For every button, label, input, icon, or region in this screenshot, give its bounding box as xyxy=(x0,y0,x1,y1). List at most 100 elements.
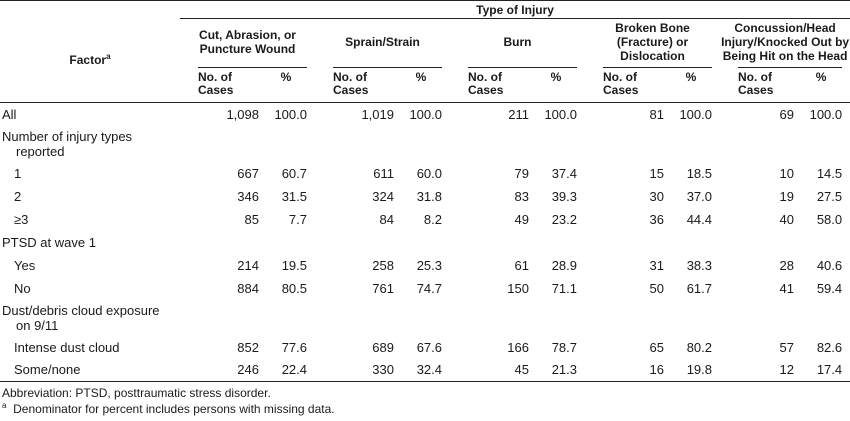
percent-cell: 28.9 xyxy=(551,257,577,273)
percent-cell: 60.0 xyxy=(416,165,442,181)
table-row: 2 346 31.5 324 31.8 83 39.3 30 37.0 19 27.5 xyxy=(0,185,850,208)
percent-cell: 61.7 xyxy=(686,280,712,296)
percent-cell: 37.0 xyxy=(686,188,712,204)
cases-cell: 667 xyxy=(237,165,259,181)
cases-cell: 41 xyxy=(779,280,794,296)
cases-cell: 689 xyxy=(372,339,394,355)
cases-cell xyxy=(585,231,670,254)
percent-cell: 19.5 xyxy=(281,257,307,273)
percent-cell xyxy=(400,300,450,336)
row-label: Number of injury types reported xyxy=(2,128,133,159)
cases-cell: 69 xyxy=(779,106,794,122)
cases-label-line2: Cases xyxy=(468,82,504,97)
cases-cell: 258 xyxy=(372,257,394,273)
percent-cell: 59.4 xyxy=(816,280,843,296)
row-label: 2 xyxy=(14,188,22,204)
percent-cell xyxy=(670,231,720,254)
row-label: Yes xyxy=(14,257,36,273)
cases-cell: 15 xyxy=(649,165,664,181)
cases-cell xyxy=(450,126,535,162)
cases-cell: 61 xyxy=(514,257,529,273)
cases-cell: 28 xyxy=(779,257,794,273)
percent-cell: 22.4 xyxy=(265,358,315,382)
percent-cell: 82.6 xyxy=(816,339,843,355)
cases-cell: 10 xyxy=(779,165,794,181)
percent-cell xyxy=(800,300,850,336)
cases-header-cut: No. of Cases xyxy=(180,64,265,103)
percent-cell: 37.4 xyxy=(551,165,577,181)
footnotes: Abbreviation: PTSD, posttraumatic stress… xyxy=(0,385,850,417)
pct-header-broken-bone: % xyxy=(670,64,720,103)
cases-cell xyxy=(180,300,265,336)
cases-cell: 1,019 xyxy=(361,106,394,122)
abbreviation-note: Abbreviation: PTSD, posttraumatic stress… xyxy=(2,386,271,400)
cases-cell: 611 xyxy=(373,165,394,181)
cases-cell: 50 xyxy=(649,280,664,296)
table-row: Some/none 246 22.4 330 32.4 45 21.3 16 19.8 12 17.… xyxy=(0,358,850,382)
cases-cell: 84 xyxy=(379,211,394,227)
cases-cell: 81 xyxy=(649,106,664,122)
cases-label-line1: No. of xyxy=(603,69,637,84)
percent-cell: 18.5 xyxy=(686,165,712,181)
table-row: ≥3 85 7.7 84 8.2 49 23.2 36 44.4 40 58.0 xyxy=(0,208,850,231)
group-broken-bone-header: Broken Bone (Fracture) or Dislocation xyxy=(615,20,690,63)
percent-cell: 78.7 xyxy=(551,339,577,355)
table-row: All 1,098 100.0 1,019 100.0 211 100.0 81 100.0 69… xyxy=(0,103,850,126)
group-sprain-header: Sprain/Strain xyxy=(345,34,420,49)
cases-cell xyxy=(315,231,400,254)
row-label: Dust/debris cloud exposure on 9/11 xyxy=(2,302,160,333)
row-label: ≥3 xyxy=(14,211,29,227)
cases-cell xyxy=(180,126,265,162)
cases-cell: 214 xyxy=(237,257,259,273)
cases-header-sprain: No. of Cases xyxy=(315,64,400,103)
percent-cell xyxy=(265,300,315,336)
percent-cell xyxy=(800,231,850,254)
percent-cell: 58.0 xyxy=(816,211,843,227)
factor-label: Factor xyxy=(69,53,107,68)
cases-label-line1: No. of xyxy=(468,69,502,84)
cases-cell: 30 xyxy=(649,188,664,204)
percent-cell: 71.1 xyxy=(551,280,577,296)
cases-cell: 884 xyxy=(237,280,259,296)
type-of-injury-header: Type of Injury xyxy=(180,0,850,19)
percent-cell: 77.6 xyxy=(281,339,307,355)
cases-cell: 12 xyxy=(720,358,800,382)
pct-header-cut: % xyxy=(265,64,315,103)
percent-cell: 67.6 xyxy=(416,339,442,355)
percent-cell: 39.3 xyxy=(551,188,577,204)
cases-cell: 65 xyxy=(649,339,664,355)
cases-header-burn: No. of Cases xyxy=(450,64,535,103)
percent-cell: 27.5 xyxy=(816,188,843,204)
cases-cell: 324 xyxy=(372,188,394,204)
percent-cell xyxy=(400,231,450,254)
group-concussion-header: Concussion/Head Injury/Knocked Out by Be… xyxy=(721,20,850,63)
cases-label-line2: Cases xyxy=(198,82,234,97)
cases-cell: 16 xyxy=(585,358,670,382)
percent-cell xyxy=(670,300,720,336)
cases-cell xyxy=(720,126,800,162)
row-label: 1 xyxy=(14,165,22,181)
percent-cell: 7.7 xyxy=(288,211,307,227)
denominator-note-mark: a xyxy=(2,401,7,410)
cases-cell: 761 xyxy=(372,280,394,296)
cases-cell: 211 xyxy=(508,106,529,122)
percent-cell: 100.0 xyxy=(809,106,843,122)
percent-cell: 74.7 xyxy=(416,280,442,296)
cases-cell xyxy=(180,231,265,254)
cases-label-line2: Cases xyxy=(738,82,774,97)
pct-header-burn: % xyxy=(535,64,585,103)
row-label: PTSD at wave 1 xyxy=(2,234,96,250)
cases-label-line1: No. of xyxy=(333,69,367,84)
cases-cell: 40 xyxy=(779,211,794,227)
percent-cell: 17.4 xyxy=(800,358,850,382)
percent-cell: 31.5 xyxy=(281,188,307,204)
factor-header: Factora xyxy=(0,18,180,103)
percent-cell: 14.5 xyxy=(816,165,843,181)
percent-cell: 100.0 xyxy=(679,106,712,122)
cases-header-concussion: No. of Cases xyxy=(720,64,800,103)
cases-cell xyxy=(720,231,800,254)
cases-cell: 852 xyxy=(237,339,259,355)
cases-cell: 19 xyxy=(779,188,794,204)
percent-cell xyxy=(535,231,585,254)
